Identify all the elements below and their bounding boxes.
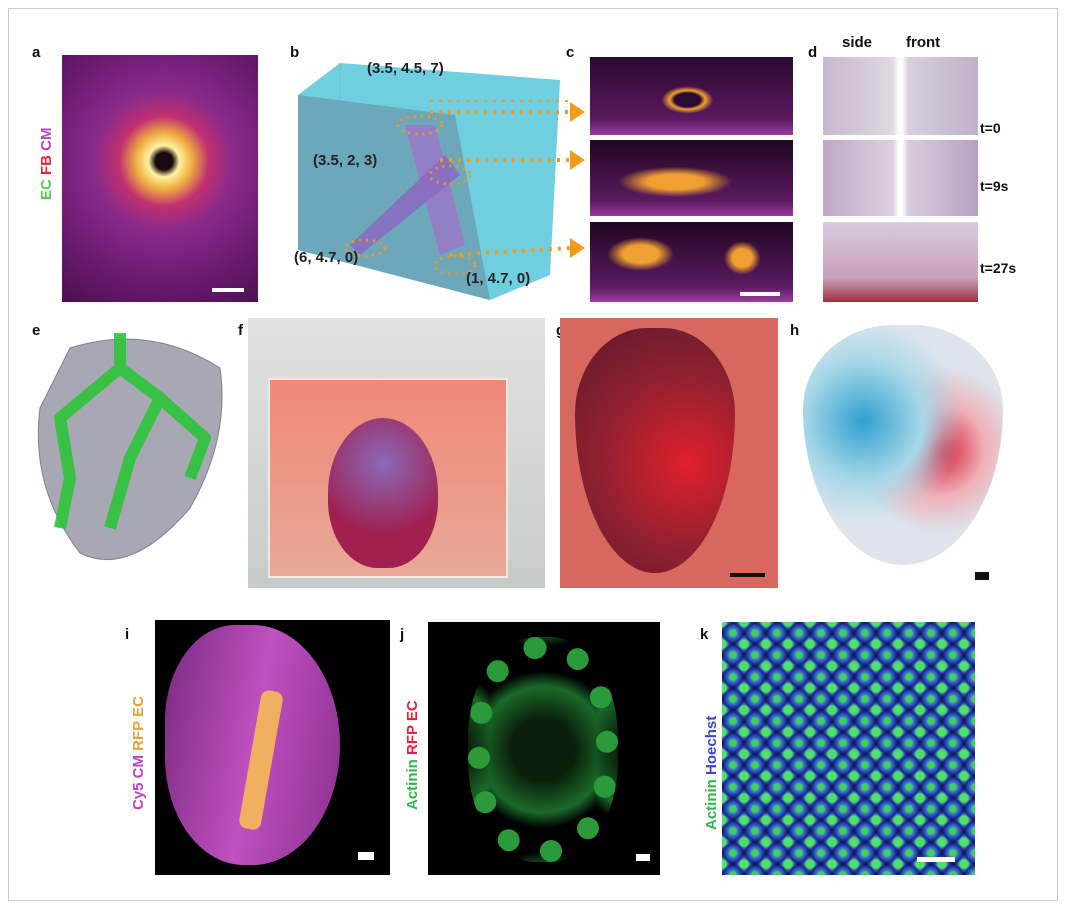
panel-c-slice-3 bbox=[590, 222, 793, 302]
figure-frame bbox=[8, 8, 1058, 901]
panel-k-stain-label: Actinin Hoechst bbox=[703, 716, 720, 830]
panel-k-image bbox=[722, 622, 975, 875]
printed-heart bbox=[328, 418, 438, 568]
coord-bottom-right: (1, 4.7, 0) bbox=[466, 270, 531, 287]
header-side: side bbox=[842, 34, 873, 51]
scale-bar bbox=[917, 857, 955, 862]
printed-heart bbox=[575, 328, 735, 573]
panel-c-slice-2 bbox=[590, 140, 793, 216]
time-label-0: t=0 bbox=[980, 120, 1001, 136]
header-front: front bbox=[906, 34, 941, 51]
panel-c-slice-1 bbox=[590, 57, 793, 135]
panel-b-cube-diagram bbox=[298, 63, 560, 300]
perfused-heart bbox=[803, 325, 1003, 565]
stain-ec: EC bbox=[38, 179, 55, 200]
panel-label-f: f bbox=[238, 322, 243, 339]
panel-j-image bbox=[428, 622, 660, 875]
scale-bar bbox=[358, 852, 374, 860]
heart-section bbox=[468, 637, 618, 862]
stain-rfp-ec: RFP EC bbox=[130, 696, 147, 751]
arrow-head bbox=[570, 238, 585, 258]
stain-cm: CM bbox=[38, 127, 55, 151]
panel-i-image bbox=[155, 620, 390, 875]
panel-label-h: h bbox=[790, 322, 800, 339]
panel-d-frame-t9 bbox=[823, 140, 978, 216]
stain-cy5-cm: Cy5 CM bbox=[130, 754, 147, 810]
panel-a-image bbox=[62, 55, 258, 302]
panel-g-photo bbox=[560, 318, 778, 588]
panel-d-frame-t0 bbox=[823, 57, 978, 135]
stain-actinin: Actinin bbox=[404, 759, 421, 810]
scale-bar bbox=[730, 573, 765, 577]
stain-rfp-ec: RFP EC bbox=[404, 700, 421, 755]
arrow-head bbox=[570, 150, 585, 170]
panel-label-j: j bbox=[400, 626, 405, 643]
panel-d-frame-t27 bbox=[823, 222, 978, 302]
panel-h-photo bbox=[795, 320, 1010, 590]
vessel-tree bbox=[54, 333, 211, 530]
channel-2 bbox=[350, 155, 460, 255]
panel-label-i: i bbox=[125, 626, 130, 643]
coord-bottom-left: (6, 4.7, 0) bbox=[294, 249, 359, 266]
stain-fb: FB bbox=[38, 154, 55, 175]
arrows bbox=[430, 100, 585, 258]
panel-label-b: b bbox=[290, 44, 300, 61]
scale-bar bbox=[740, 292, 780, 296]
time-label-27s: t=27s bbox=[980, 260, 1017, 276]
stain-hoechst: Hoechst bbox=[703, 715, 720, 775]
panel-label-d: d bbox=[808, 44, 818, 61]
panel-label-c: c bbox=[566, 44, 575, 61]
coord-mid: (3.5, 2, 3) bbox=[313, 152, 378, 169]
panel-label-e: e bbox=[32, 322, 41, 339]
coord-top: (3.5, 4.5, 7) bbox=[367, 60, 444, 77]
arrow-head bbox=[570, 102, 585, 122]
panel-i-stain-label: Cy5 CM RFP EC bbox=[130, 696, 147, 810]
time-label-9s: t=9s bbox=[980, 178, 1009, 194]
panel-label-a: a bbox=[32, 44, 41, 61]
stain-actinin: Actinin bbox=[703, 779, 720, 830]
panel-e-heart-model bbox=[37, 333, 223, 561]
scale-bar bbox=[636, 854, 650, 861]
panel-a-stain-label: EC FB CM bbox=[38, 127, 55, 200]
scale-bar bbox=[975, 572, 989, 580]
scale-bar bbox=[212, 288, 244, 292]
panel-label-k: k bbox=[700, 626, 709, 643]
panel-f-photo bbox=[248, 318, 545, 588]
panel-j-stain-label: Actinin RFP EC bbox=[404, 700, 421, 810]
